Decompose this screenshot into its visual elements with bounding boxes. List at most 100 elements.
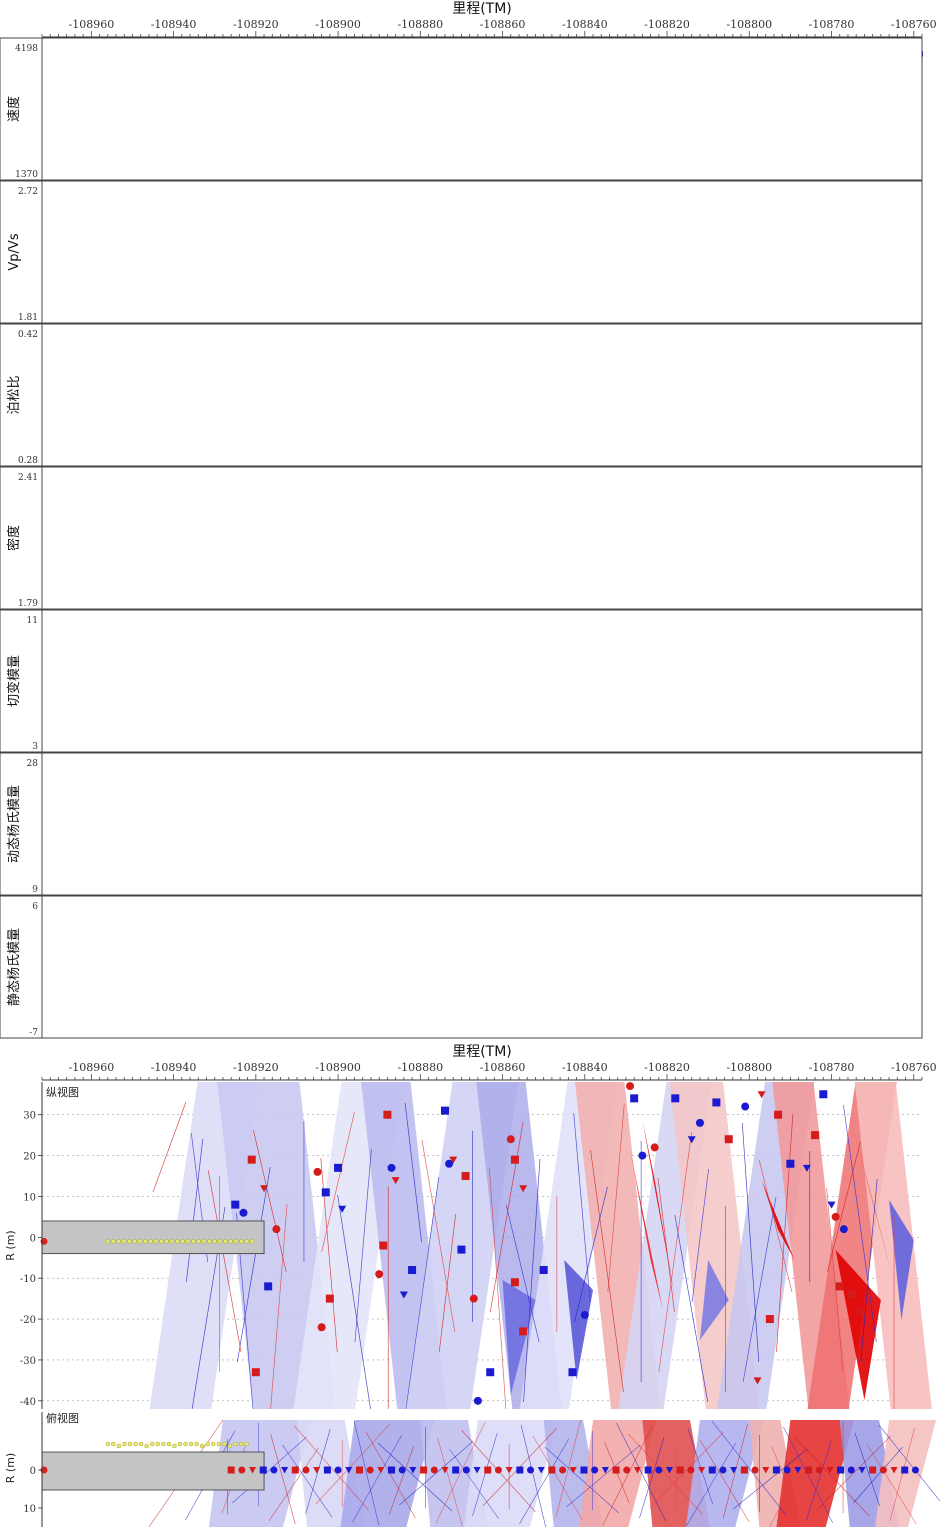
long-view-ray [674,1214,709,1403]
plan-view-marker-triangle [569,1467,577,1474]
plan-view-ray [232,1436,307,1504]
plan-view-marker-circle [334,1466,342,1474]
long-view-ray [607,1103,625,1293]
long-view-marker-square [765,1315,774,1324]
plan-view-ray [555,1419,581,1518]
long-view-marker-square [774,1110,783,1119]
plan-view-gap [0,1408,940,1420]
bottom-x-axis-tick-label: -108800 [726,1061,772,1074]
panel-1-ytick-bottom: 1.81 [18,313,38,323]
plan-view-ray [602,1425,653,1526]
long-view-marker-square [321,1188,330,1197]
plan-view-marker-circle [559,1466,567,1474]
plan-view-marker-square [516,1466,524,1474]
plan-view-ray [353,1420,380,1526]
plan-view-dot [155,1441,160,1447]
plan-view-dot [205,1441,210,1447]
plan-view-ray [365,1431,416,1519]
long-view-marker-square [251,1368,260,1377]
long-view-marker-circle [272,1225,281,1234]
panel-3-ytick-top: 2.41 [18,473,38,483]
plan-view-dot [244,1441,249,1447]
long-view-marker-square [231,1200,240,1209]
long-view-ray [758,1159,793,1293]
long-view-dot [121,1239,127,1244]
plan-view-marker-circle [398,1466,406,1474]
plan-view-marker-triangle [666,1467,674,1474]
long-view-dot [191,1239,196,1244]
long-view-dot [185,1239,191,1244]
long-view-ray [207,1169,242,1353]
top-x-axis-tick-label: -108940 [151,18,197,31]
long-view-name: 纵视图 [46,1085,79,1099]
plan-view-marker-triangle [858,1467,866,1474]
panel-6-ytick-top: 6 [32,902,38,912]
plan-view-ray [795,1437,870,1517]
plan-view-marker-triangle [730,1467,738,1474]
long-view-marker-circle [317,1323,326,1332]
plan-view-dot [211,1441,216,1447]
panel-4-ytick-top: 11 [27,616,38,626]
plan-view-ray [866,1443,917,1525]
bottom-x-axis-tick-label: -108840 [562,1061,608,1074]
long-view-ray [590,1149,624,1393]
plan-view-band [463,1420,558,1527]
plan-view-dot [122,1441,127,1447]
plan-view-dot [105,1441,110,1447]
long-view-dot [153,1239,159,1244]
bottom-x-axis-tick-label: -108940 [151,1061,197,1074]
plan-view-marker-circle [687,1466,695,1474]
long-view-marker-triangle [757,1091,766,1099]
plan-view-ray [771,1445,797,1506]
plan-view-marker-circle [911,1466,919,1474]
plan-view-ray [352,1434,403,1523]
plan-view-dot [138,1441,144,1447]
long-view-marker-circle [387,1163,396,1172]
long-view-dot [105,1239,110,1244]
long-view-marker-circle [445,1159,454,1168]
long-view-ray [270,1203,288,1410]
plan-view-marker-square [259,1466,267,1474]
long-view-marker-circle [580,1310,589,1319]
panel-6-ylabel: 静态杨氏模量 [7,928,22,1006]
long-view-marker-circle [638,1151,647,1160]
plan-view-marker-square [644,1466,652,1474]
bottom-x-axis-tick-label: -108960 [68,1061,114,1074]
plan-view-ray [437,1437,463,1527]
plan-view-marker-circle [527,1466,535,1474]
long-view-dot [233,1239,239,1244]
plan-view-marker-triangle [601,1467,609,1474]
plan-view-band [685,1420,764,1527]
plan-view-dot [222,1441,227,1447]
plan-view-ray [435,1421,486,1524]
long-view-marker-square [819,1090,828,1099]
long-view-marker-circle [695,1118,704,1127]
plan-view-marker-square [901,1466,909,1474]
long-view-wedge [502,1280,536,1395]
plan-view-marker-square [837,1466,845,1474]
top-x-axis-tick-label: -108860 [480,18,526,31]
plan-view-marker-square [805,1466,813,1474]
panel-5-ytick-top: 28 [27,759,39,769]
bottom-x-axis-tick-label: -108900 [315,1061,361,1074]
long-view-marker-square [786,1159,795,1168]
long-view-ray [657,1177,675,1313]
long-view-dot [143,1239,148,1244]
long-view-marker-triangle [687,1136,696,1144]
plan-view-marker-triangle [281,1467,289,1474]
long-view-marker-circle [469,1294,478,1303]
plan-view-ray [294,1425,369,1511]
plan-view-marker-square [388,1466,396,1474]
long-view-ray [438,1213,457,1353]
plan-view-marker-square [708,1466,716,1474]
plan-view-marker-triangle [377,1467,385,1474]
panel-5-ytick-bottom: 9 [32,885,38,895]
long-view-marker-circle [839,1225,848,1234]
plan-view-marker-square [676,1466,684,1474]
plan-view-dot [194,1441,199,1447]
long-view-marker-circle [856,1306,865,1315]
panel-4-ytick-bottom: 3 [32,742,38,752]
plan-view-ray [449,1448,500,1520]
plan-view-marker-circle [302,1466,310,1474]
long-view-dot [217,1239,223,1244]
